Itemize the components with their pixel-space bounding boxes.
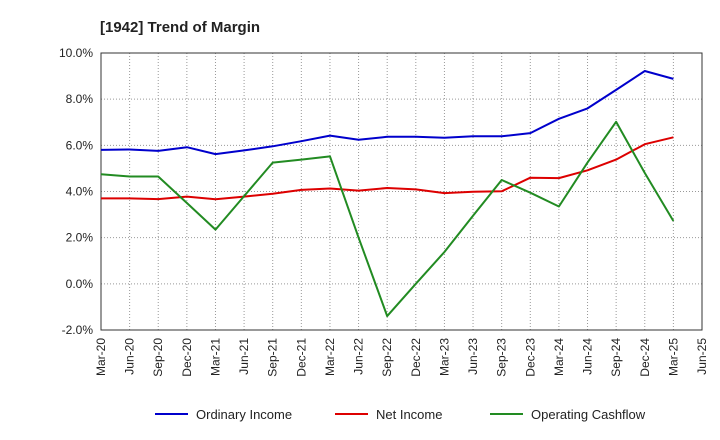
x-tick-label: Sep-23 bbox=[495, 338, 509, 377]
x-tick-label: Sep-21 bbox=[266, 338, 280, 377]
series-line-ordinary-income bbox=[100, 70, 674, 156]
y-tick-label: 2.0% bbox=[66, 231, 94, 245]
x-tick-label: Mar-24 bbox=[552, 338, 566, 376]
series-line-net-income bbox=[101, 136, 674, 201]
x-tick-label: Sep-22 bbox=[380, 338, 394, 377]
series-lines bbox=[100, 70, 675, 318]
x-tick-label: Mar-22 bbox=[323, 338, 337, 376]
legend-label-ordinary-income: Ordinary Income bbox=[196, 407, 292, 422]
y-tick-label: -2.0% bbox=[62, 323, 94, 337]
x-tick-label: Jun-24 bbox=[581, 338, 595, 375]
chart-title: [1942] Trend of Margin bbox=[100, 19, 260, 36]
x-tick-label: Dec-22 bbox=[409, 338, 423, 377]
x-tick-label: Mar-21 bbox=[208, 338, 222, 376]
y-tick-label: 6.0% bbox=[66, 138, 94, 152]
x-tick-label: Dec-20 bbox=[180, 338, 194, 377]
y-tick-label: 10.0% bbox=[59, 46, 93, 60]
x-tick-label: Jun-25 bbox=[695, 338, 709, 375]
x-tick-label: Mar-20 bbox=[94, 338, 108, 376]
legend-label-net-income: Net Income bbox=[376, 407, 442, 422]
x-tick-label: Dec-21 bbox=[294, 338, 308, 377]
y-tick-label: 0.0% bbox=[66, 277, 94, 291]
x-tick-label: Dec-24 bbox=[638, 338, 652, 377]
x-tick-label: Sep-20 bbox=[151, 338, 165, 377]
y-tick-label: 4.0% bbox=[66, 185, 94, 199]
legend: Ordinary Income Net Income Operating Cashf… bbox=[155, 407, 646, 422]
x-tick-label: Mar-25 bbox=[666, 338, 680, 376]
x-tick-label: Jun-22 bbox=[352, 338, 366, 375]
x-tick-label: Sep-24 bbox=[609, 338, 623, 377]
grid-lines bbox=[100, 52, 703, 331]
y-tick-label: 8.0% bbox=[66, 92, 94, 106]
x-tick-label: Jun-23 bbox=[466, 338, 480, 375]
x-tick-label: Jun-20 bbox=[123, 338, 137, 375]
legend-label-operating-cashflow: Operating Cashflow bbox=[531, 407, 646, 422]
x-tick-label: Dec-23 bbox=[523, 338, 537, 377]
x-tick-label: Jun-21 bbox=[237, 338, 251, 375]
plot-area bbox=[100, 52, 703, 331]
x-axis: Mar-20 Jun-20 Sep-20 Dec-20 Mar-21 Jun-21 Sep-… bbox=[94, 338, 709, 377]
y-axis: -2.0% 0.0% 2.0% 4.0% 6.0% 8.0% 10.0% bbox=[59, 46, 93, 337]
series-line-operating-cashflow bbox=[100, 120, 675, 318]
x-tick-label: Mar-23 bbox=[437, 338, 451, 376]
